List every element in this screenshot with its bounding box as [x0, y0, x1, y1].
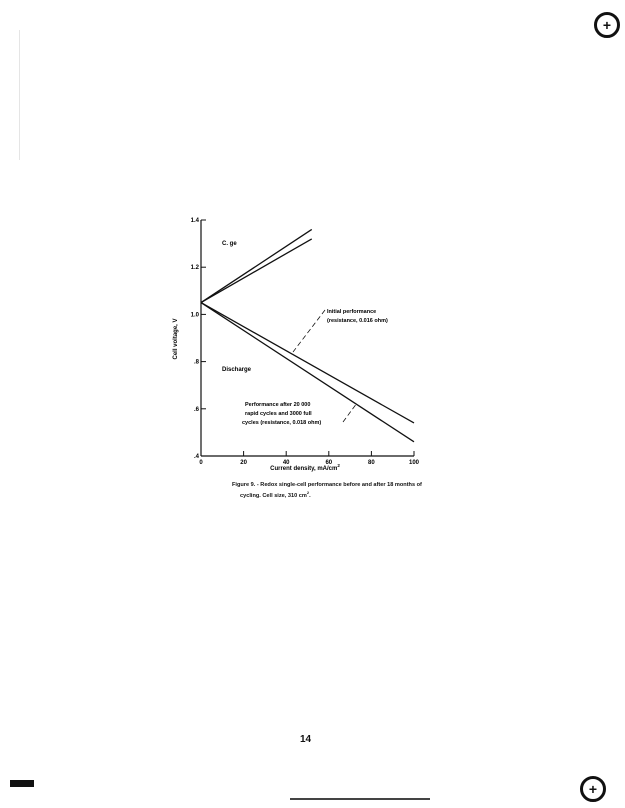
annotation-after-line3: cycles (resistance, 0.018 ohm) — [242, 420, 321, 426]
caption-line-2: cycling. Cell size, 310 cm2. — [240, 490, 311, 499]
chart-axes: .4 .6 .8 1.0 1.2 1.4 0 20 40 60 80 100 — [191, 218, 420, 466]
annotation-initial-line2: (resistance, 0.016 ohm) — [327, 318, 388, 324]
leader-after — [342, 402, 358, 423]
y-tick-label: 1.0 — [191, 312, 200, 318]
scan-artifact — [19, 30, 20, 160]
annotation-initial-line1: Initial performance — [327, 309, 376, 315]
series-line-discharge-after-cycling — [200, 302, 415, 443]
x-tick-label: 60 — [325, 460, 332, 466]
annotation-after-line2: rapid cycles and 3000 full — [245, 411, 312, 417]
x-tick-label: 40 — [283, 460, 290, 466]
annotation-after-line1: Performance after 20 000 — [245, 402, 310, 408]
figure-caption: Figure 9. - Redox single-cell performanc… — [232, 481, 422, 500]
leader-initial — [292, 309, 326, 353]
annotation-leaders — [292, 309, 358, 423]
y-axis-label: Cell voltage, V — [173, 318, 179, 359]
series-line-charge-after-cycling — [200, 238, 313, 304]
x-tick-label: 0 — [199, 460, 203, 466]
scan-artifact — [10, 780, 34, 787]
y-tick-label: .4 — [194, 454, 200, 460]
x-axis-label: Current density, mA/cm2 — [270, 463, 340, 472]
page-number: 14 — [300, 734, 312, 745]
discharge-label: Discharge — [222, 367, 252, 373]
y-tick-label: 1.2 — [191, 265, 200, 271]
registration-mark-icon: + — [580, 776, 606, 802]
series-line-discharge-initial — [200, 302, 415, 424]
registration-mark-icon: + — [594, 12, 620, 38]
x-tick-label: 100 — [409, 460, 420, 466]
voltage-current-chart: .4 .6 .8 1.0 1.2 1.4 0 20 40 60 80 100 Cell voltage… — [173, 218, 420, 472]
y-tick-label: .6 — [194, 407, 200, 413]
series-line-charge-initial — [200, 228, 313, 304]
y-tick-label: 1.4 — [191, 218, 200, 224]
x-tick-label: 80 — [368, 460, 375, 466]
x-tick-label: 20 — [240, 460, 247, 466]
y-tick-label: .8 — [194, 360, 200, 366]
chart-series — [200, 228, 415, 443]
scan-artifact — [290, 798, 430, 800]
charge-label: C. ge — [222, 241, 237, 247]
caption-line-1: Figure 9. - Redox single-cell performanc… — [232, 482, 422, 488]
